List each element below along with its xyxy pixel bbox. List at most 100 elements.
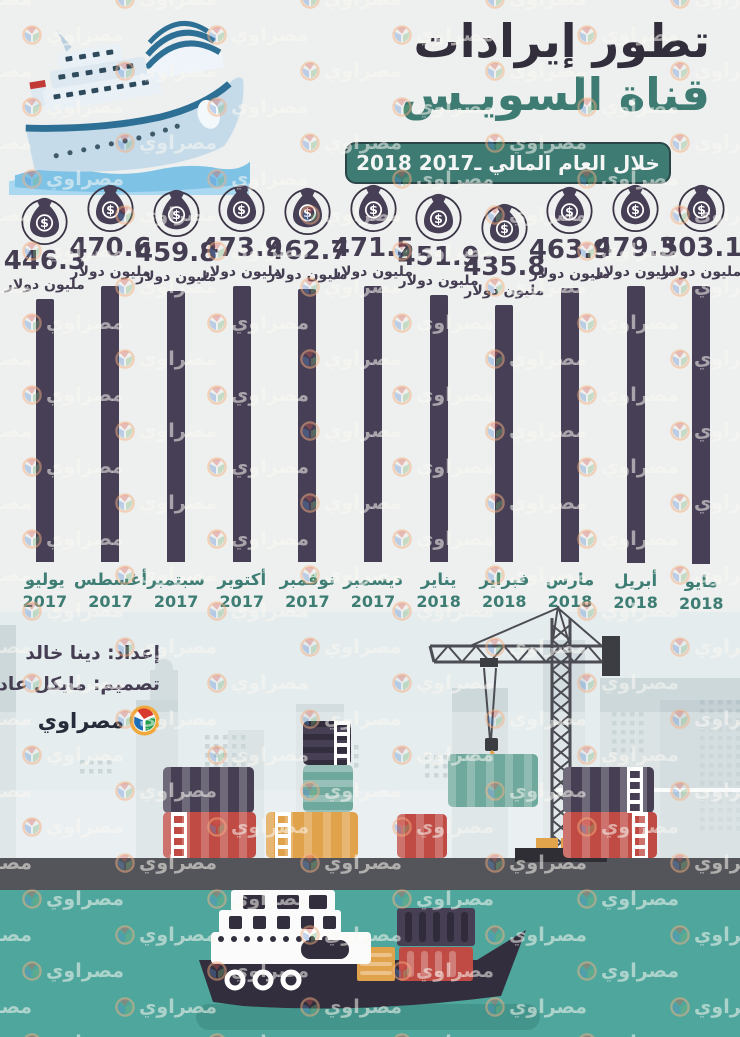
money-bag-icon: $: [612, 184, 659, 232]
bar-year-label: 2018: [547, 592, 593, 611]
bar-year-label: 2017: [350, 592, 396, 612]
ladder: [632, 812, 648, 858]
container-teal-hanging: [448, 754, 538, 807]
deck-containers: [357, 908, 475, 981]
ladder: [334, 721, 350, 765]
bar: [429, 294, 448, 562]
container-red-center: [397, 814, 447, 858]
chart-column: $ 471.5 مليون دولار ديسمبر 2017: [332, 180, 414, 626]
dollar-symbol: $: [500, 221, 509, 236]
ship-shadow: [196, 1004, 540, 1030]
bar-chart: $ 446.3 مليون دولار يوليو 2017 $ 470.6 م…: [4, 180, 740, 626]
dollar-symbol: $: [631, 202, 640, 217]
ladder: [627, 767, 643, 813]
harbor-crane-illustration: [428, 605, 620, 862]
bar-unit-label: مليون دولار: [70, 264, 151, 281]
page-title: تطور إيرادات قناة السويـس: [401, 14, 710, 121]
watermark-item: مصراوي: [670, 132, 740, 154]
bar-month-label: أغسطس: [73, 570, 148, 590]
dollar-symbol: $: [303, 205, 312, 220]
bar-year-label: 2017: [219, 592, 264, 612]
bar-value-label: 462.7: [266, 235, 349, 266]
bar-month-label: مايو: [684, 572, 718, 592]
bar-month-label: فبراير: [479, 569, 530, 589]
bar-year-label: 2018: [613, 592, 658, 612]
bar-unit-label: مليون دولار: [201, 264, 282, 281]
bar-value-label: 470.6: [69, 233, 152, 263]
money-bag-icon: $: [21, 197, 68, 245]
bar-year-label: 2018: [416, 592, 461, 611]
dollar-symbol: $: [434, 211, 443, 226]
chart-column: $ 451.9 مليون دولار يناير 2018: [398, 180, 480, 626]
bar-year-label: 2017: [22, 592, 68, 611]
chart-column: $ 473.9 مليون دولار أكتوبر 2017: [201, 180, 283, 626]
bar-unit-label: مليون دولار: [398, 272, 479, 289]
dollar-symbol: $: [237, 202, 246, 217]
bar-value-label: 459.8: [134, 237, 218, 268]
bar: [560, 287, 579, 562]
bar-month-label: أبريل: [614, 570, 658, 590]
masrawy-logo-icon: [129, 705, 160, 736]
ladder: [275, 812, 291, 858]
brand-row: مصراوي: [0, 705, 160, 736]
money-bag-icon: $: [415, 193, 462, 241]
cruise-superstructure: [29, 21, 225, 112]
bar-unit-label: مليون دولار: [661, 264, 740, 281]
bar-value-label: 435.8: [463, 251, 546, 282]
chart-column: $ 435.8 مليون دولار فبراير 2018: [463, 180, 545, 626]
dollar-symbol: $: [172, 207, 181, 222]
bar-month-label: نوفمبر: [279, 569, 336, 589]
bar: [692, 286, 711, 565]
watermark-item: مصراوي: [485, 0, 587, 10]
title-line-1: تطور إيرادات: [413, 14, 710, 68]
money-bag-icon: $: [546, 186, 593, 234]
portholes: [224, 969, 302, 991]
money-bag-icon: $: [284, 187, 331, 235]
container-purple-left: [163, 767, 254, 813]
chart-column: $ 462.7 مليون دولار نوفمبر 2017: [266, 180, 349, 626]
bar-value-label: 446.3: [3, 245, 86, 276]
bar: [364, 286, 383, 563]
bar: [167, 290, 186, 562]
ladder: [171, 812, 187, 858]
bar-value-label: 463.9: [528, 234, 612, 265]
money-bag-icon: $: [87, 184, 134, 232]
designed-by: تصميم: مايكل عادل: [0, 674, 160, 695]
bar-unit-label: مليون دولار: [529, 265, 610, 282]
chart-column: $ 459.8 مليون دولار سبتمبر 2017: [135, 180, 217, 626]
cargo-ship-illustration: [199, 890, 526, 1009]
dollar-symbol: $: [40, 215, 49, 230]
watermark-item: مصراوي: [670, 0, 740, 10]
bar-year-label: 2017: [285, 592, 330, 611]
bar-month-label: يناير: [420, 569, 457, 589]
ship-superstructure: [211, 890, 371, 964]
bar-value-label: 479.3: [594, 233, 677, 263]
money-bag-icon: $: [349, 184, 397, 232]
bar-year-label: 2017: [153, 592, 199, 611]
bar-unit-label: مليون دولار: [4, 276, 85, 293]
money-bag-icon: $: [153, 189, 200, 237]
bar: [626, 286, 645, 563]
bar-year-label: 2018: [678, 594, 724, 614]
title-line-2: قناة السويـس: [400, 68, 710, 122]
dollar-symbol: $: [697, 202, 706, 217]
prepared-by: إعداد: دينا خالد: [25, 643, 160, 664]
watermark-item: مصراوي: [115, 0, 217, 10]
subtitle-banner: خلال العام المالي ـ2017 2018: [345, 142, 671, 184]
bar-year-label: 2017: [88, 592, 133, 612]
bar-month-label: يوليو: [24, 569, 65, 589]
bar-unit-label: مليون دولار: [332, 264, 414, 281]
credits-block: إعداد: دينا خالد تصميم: مايكل عادل مصراو…: [0, 643, 160, 736]
bar-month-label: مارس: [545, 569, 595, 589]
cruise-ship-illustration: [8, 21, 251, 196]
bar: [495, 304, 514, 562]
bar: [101, 286, 120, 563]
chart-column: $ 479.3 مليون دولار أبريل 2018: [594, 180, 677, 626]
watermark-item: مصراوي: [0, 0, 32, 10]
bar: [35, 298, 54, 562]
bar-month-label: أكتوبر: [217, 570, 267, 590]
chart-column: $ 470.6 مليون دولار أغسطس 2017: [69, 180, 152, 626]
dollar-symbol: $: [566, 204, 575, 219]
subtitle-text: خلال العام المالي ـ2017 2018: [356, 151, 660, 175]
bar-month-label: ديسمبر: [343, 570, 403, 590]
